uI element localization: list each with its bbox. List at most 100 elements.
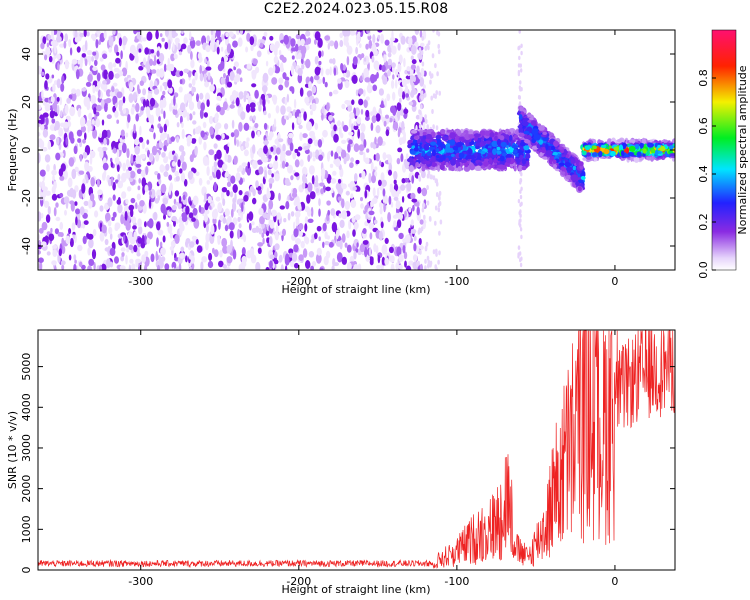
noise-blob bbox=[312, 151, 316, 158]
noise-blob bbox=[375, 113, 381, 122]
noise-blob bbox=[95, 118, 101, 128]
noise-blob bbox=[168, 174, 173, 181]
noise-blob bbox=[128, 93, 134, 103]
noise-blob bbox=[302, 166, 308, 176]
noise-blob bbox=[318, 154, 323, 161]
noise-blob bbox=[357, 186, 361, 192]
noise-blob bbox=[118, 37, 122, 47]
noise-blob bbox=[398, 232, 404, 240]
noise-blob bbox=[269, 131, 274, 139]
noise-blob bbox=[520, 68, 523, 73]
noise-blob bbox=[52, 174, 55, 182]
noise-blob bbox=[409, 76, 413, 86]
signal-blob bbox=[570, 158, 576, 165]
noise-blob bbox=[181, 121, 184, 128]
noise-blob bbox=[162, 197, 169, 205]
noise-blob bbox=[109, 233, 113, 240]
noise-blob bbox=[411, 59, 417, 65]
noise-blob bbox=[192, 111, 196, 116]
noise-blob bbox=[237, 37, 243, 47]
noise-blob bbox=[169, 246, 175, 251]
noise-blob bbox=[255, 225, 260, 233]
noise-blob bbox=[167, 79, 173, 89]
noise-blob bbox=[81, 183, 86, 194]
noise-blob bbox=[230, 208, 234, 218]
signal-blob bbox=[421, 150, 426, 157]
noise-blob bbox=[280, 264, 284, 270]
noise-blob bbox=[374, 171, 378, 177]
noise-blob bbox=[179, 102, 186, 112]
signal-blob bbox=[436, 155, 440, 159]
noise-blob bbox=[235, 172, 241, 182]
noise-blob bbox=[237, 216, 241, 222]
noise-blob bbox=[222, 101, 228, 111]
noise-blob bbox=[121, 142, 127, 154]
noise-blob bbox=[368, 247, 372, 257]
noise-blob bbox=[410, 192, 416, 200]
noise-blob bbox=[38, 227, 44, 234]
noise-blob bbox=[159, 103, 162, 108]
noise-blob bbox=[434, 63, 437, 69]
noise-blob bbox=[304, 96, 310, 104]
noise-blob bbox=[332, 89, 339, 95]
noise-blob bbox=[66, 97, 71, 104]
noise-blob bbox=[168, 211, 172, 217]
noise-blob bbox=[216, 39, 220, 48]
noise-blob bbox=[246, 63, 252, 70]
noise-blob bbox=[150, 49, 155, 54]
noise-blob bbox=[304, 216, 309, 225]
noise-blob bbox=[274, 155, 278, 161]
noise-blob bbox=[370, 161, 374, 172]
noise-blob bbox=[107, 220, 112, 227]
noise-blob bbox=[232, 201, 237, 212]
noise-blob bbox=[378, 179, 382, 186]
noise-blob bbox=[92, 66, 98, 72]
noise-blob bbox=[330, 150, 334, 157]
noise-blob bbox=[226, 181, 232, 187]
noise-blob bbox=[334, 158, 341, 168]
noise-blob bbox=[258, 166, 264, 175]
noise-blob bbox=[120, 50, 123, 60]
noise-blob bbox=[194, 71, 198, 81]
noise-blob bbox=[268, 154, 272, 160]
noise-blob bbox=[104, 202, 108, 209]
noise-blob bbox=[422, 84, 426, 90]
noise-blob bbox=[48, 55, 53, 63]
noise-blob bbox=[255, 261, 261, 270]
noise-blob bbox=[377, 30, 383, 33]
noise-blob bbox=[358, 98, 364, 106]
noise-blob bbox=[209, 205, 212, 210]
noise-blob bbox=[236, 139, 240, 147]
noise-blob bbox=[434, 205, 438, 211]
signal-blob bbox=[450, 158, 456, 166]
noise-blob bbox=[219, 249, 223, 258]
noise-blob bbox=[138, 48, 142, 53]
noise-blob bbox=[128, 166, 132, 171]
noise-blob bbox=[69, 106, 76, 117]
noise-blob bbox=[258, 227, 263, 235]
noise-blob bbox=[228, 222, 235, 231]
noise-blob bbox=[360, 108, 364, 115]
noise-blob bbox=[383, 54, 387, 63]
noise-blob bbox=[324, 231, 328, 240]
noise-blob bbox=[88, 112, 93, 121]
noise-blob bbox=[322, 76, 326, 85]
signal-blob bbox=[494, 131, 498, 136]
noise-blob bbox=[380, 172, 385, 182]
noise-blob bbox=[259, 42, 264, 48]
noise-blob bbox=[294, 210, 301, 218]
signal-blob bbox=[456, 129, 462, 137]
noise-blob bbox=[203, 192, 207, 203]
noise-blob bbox=[339, 239, 343, 250]
noise-blob bbox=[438, 250, 441, 256]
noise-blob bbox=[211, 209, 218, 220]
noise-blob bbox=[286, 106, 292, 113]
noise-blob bbox=[335, 182, 342, 191]
noise-blob bbox=[148, 153, 154, 162]
noise-blob bbox=[116, 91, 123, 99]
noise-blob bbox=[210, 202, 215, 208]
noise-blob bbox=[308, 81, 312, 90]
noise-blob bbox=[238, 91, 244, 100]
noise-blob bbox=[289, 142, 294, 152]
noise-blob bbox=[294, 172, 300, 177]
